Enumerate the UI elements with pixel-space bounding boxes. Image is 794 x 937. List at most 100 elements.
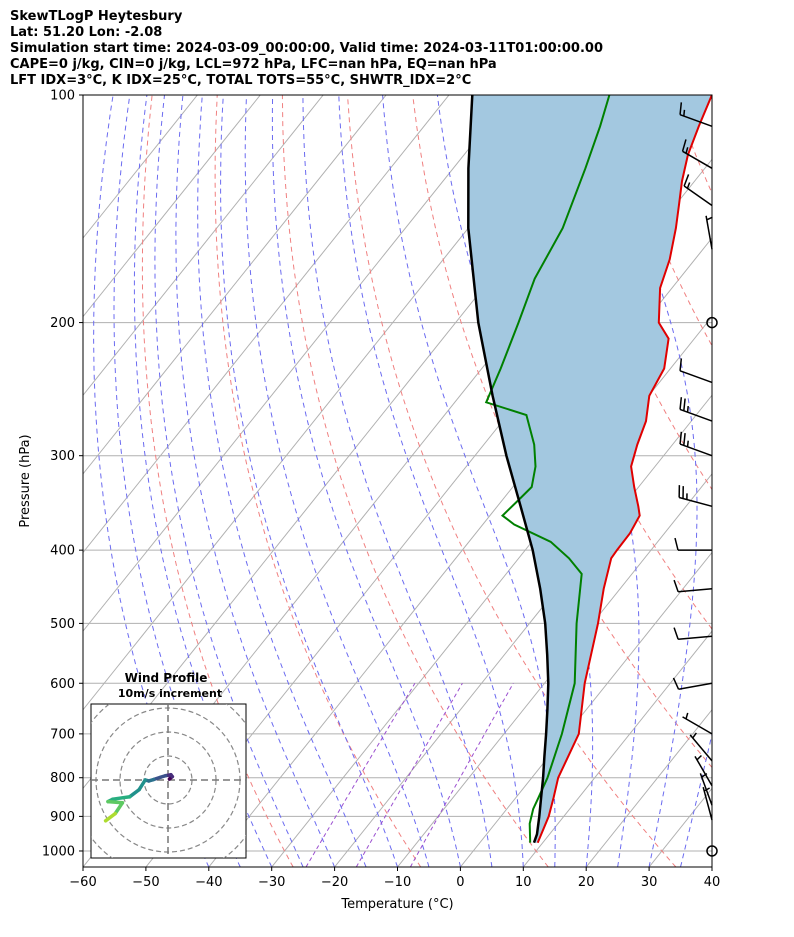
wind-barb	[679, 358, 713, 384]
cape-cin-shading	[468, 95, 712, 843]
sounding-series	[467, 95, 712, 844]
hodograph-trace-segment	[127, 787, 141, 799]
x-tick-label: −30	[258, 875, 285, 890]
chart-title-line-3: Simulation start time: 2024-03-09_00:00:…	[10, 41, 603, 56]
dry-adiabat-line	[347, 95, 677, 867]
wind-barb	[678, 485, 713, 508]
y-tick-label: 200	[50, 316, 75, 331]
calm-wind-circle	[706, 316, 718, 329]
wind-barb-half-flag	[706, 216, 713, 221]
isotherm-gridline	[83, 95, 198, 239]
y-tick-label: 1000	[42, 844, 75, 859]
wind-barb-half-flag	[686, 493, 688, 500]
wind-barb	[689, 732, 713, 762]
chart-title-line-1: SkewTLogP Heytesbury	[10, 9, 183, 24]
dewpoint-line	[484, 95, 611, 843]
x-tick-label: −50	[132, 875, 159, 890]
wind-barb-staff	[679, 408, 713, 422]
hodograph-trace-segment	[111, 795, 132, 801]
wind-barb-flag	[683, 174, 690, 187]
axes: −60 −50 −40 −30 −20 −10 0 10 20 30 40 1000 900 800 700…	[42, 89, 720, 891]
wind-barb	[679, 397, 713, 422]
x-tick-label: −10	[384, 875, 411, 890]
wind-barb	[683, 174, 713, 207]
y-tick-label: 300	[50, 449, 75, 464]
wind-barb-staff	[682, 716, 713, 735]
wind-barb-flag	[673, 579, 679, 593]
wind-barb	[679, 431, 713, 457]
moist-adiabat-line	[133, 95, 273, 867]
moist-adiabat-line	[154, 95, 304, 867]
wind-barb	[681, 139, 713, 169]
wind-barb-staff	[702, 786, 713, 821]
hodograph-subtitle: 10m/s increment	[118, 687, 222, 700]
wind-barb-flag	[679, 358, 683, 371]
wind-barb-staff	[678, 682, 713, 690]
chart-title-line-4: CAPE=0 j/kg, CIN=0 j/kg, LCL=972 hPa, LF…	[10, 57, 497, 72]
chart-title-line-5: LFT IDX=3°C, K IDX=25°C, TOTAL TOTS=55°C…	[10, 73, 472, 88]
wind-barb	[674, 537, 712, 551]
wind-barb-flag	[673, 627, 679, 640]
hodograph-trace-segment	[113, 801, 125, 816]
wind-barb-staff	[694, 755, 713, 787]
wind-barb-staff	[679, 370, 713, 384]
wind-barb-half-flag	[692, 732, 697, 739]
wind-barb-flag	[672, 677, 680, 690]
moist-adiabat-line	[338, 95, 524, 867]
wind-barb	[673, 627, 713, 641]
x-tick-label: −20	[321, 875, 348, 890]
moist-adiabat-line	[220, 95, 398, 867]
moist-adiabat-line	[175, 95, 336, 867]
hodograph-trace-segment	[103, 811, 117, 823]
y-tick-label: 600	[50, 677, 75, 692]
dry-adiabat-line	[141, 95, 294, 867]
dry-adiabat-line	[412, 95, 712, 769]
isotherm-gridline	[83, 95, 513, 632]
wind-barb-staff	[679, 443, 713, 457]
wind-barb-half-flag	[686, 182, 691, 189]
wind-barb	[705, 215, 713, 250]
wind-barb-staff	[678, 588, 713, 593]
wind-barbs	[672, 102, 718, 857]
moist-adiabat-line	[507, 95, 640, 867]
calm-wind-circle	[706, 845, 718, 857]
wind-barb-flag	[682, 486, 684, 499]
wind-barb-half-flag	[686, 440, 689, 447]
mixing-ratio-line	[305, 683, 416, 867]
hodograph-trace-segment	[137, 778, 147, 792]
wind-barb-staff	[705, 215, 713, 250]
parcel-path-line	[467, 95, 550, 844]
wind-barb-half-flag	[701, 773, 708, 778]
wind-barb-staff	[689, 734, 713, 762]
y-tick-label: 900	[50, 810, 75, 825]
wind-barb	[682, 712, 713, 735]
wind-barb-half-flag	[683, 109, 686, 117]
wind-barb-half-flag	[703, 787, 711, 792]
moist-adiabat-line	[711, 865, 712, 867]
wind-barb-flag	[683, 433, 686, 446]
wind-barb-flag	[678, 485, 681, 498]
temperature-line	[536, 95, 712, 844]
wind-barb-half-flag	[685, 147, 689, 154]
wind-barb	[673, 579, 713, 593]
wind-barb-flag	[679, 102, 683, 115]
hodograph-plot	[91, 704, 246, 858]
hodograph-inset: Wind Profile 10m/s increment	[90, 671, 247, 859]
isotherm-gridline	[711, 866, 712, 867]
wind-barb-staff	[678, 496, 713, 508]
moist-adiabat-line	[271, 95, 461, 867]
moist-adiabat-line	[197, 95, 367, 867]
moist-adiabat-line	[599, 95, 698, 867]
wind-barb-half-flag	[686, 405, 689, 413]
wind-barb	[702, 786, 713, 821]
mixing-ratio-line	[409, 683, 514, 867]
y-tick-label: 500	[50, 617, 75, 632]
x-tick-label: 20	[578, 875, 595, 890]
y-tick-label: 100	[50, 89, 75, 104]
wind-barb-flag	[674, 537, 679, 551]
dry-adiabat-line	[672, 95, 712, 195]
x-tick-label: −60	[69, 875, 96, 890]
isotherm-gridline	[83, 95, 450, 554]
x-tick-label: −40	[195, 875, 222, 890]
